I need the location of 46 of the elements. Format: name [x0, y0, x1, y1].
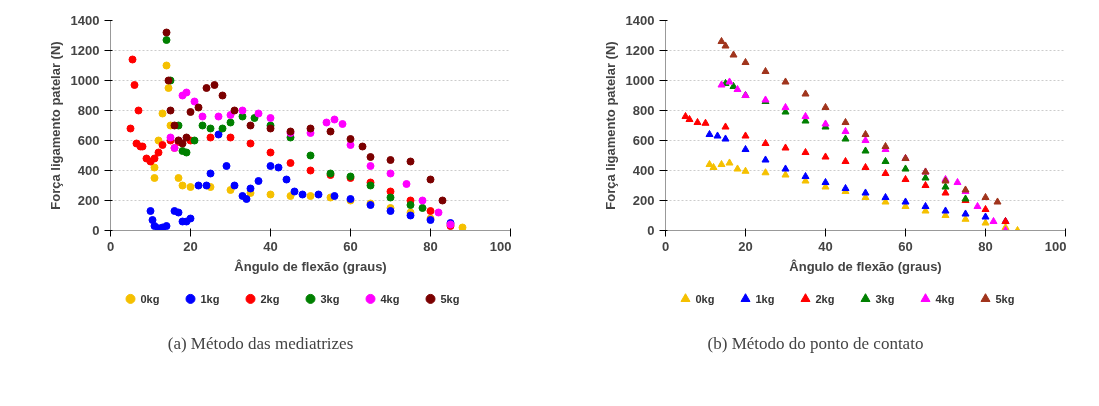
- legend-label: 2kg: [260, 292, 280, 305]
- y-tick-label: 0: [92, 223, 100, 238]
- legend-label: 3kg: [320, 292, 340, 305]
- x-tick-label: 0: [661, 238, 670, 254]
- x-tick-label: 100: [1044, 238, 1067, 254]
- legend-label: 5kg: [995, 292, 1015, 305]
- legend-label: 5kg: [440, 292, 460, 305]
- y-tick-label: 1400: [70, 13, 100, 28]
- x-tick-label: 20: [738, 238, 753, 254]
- legend-label: 4kg: [935, 292, 955, 305]
- legend-label: 1kg: [200, 292, 220, 305]
- legend-label: 0kg: [140, 292, 160, 305]
- legend-label: 4kg: [380, 292, 400, 305]
- y-tick-label: 1200: [70, 43, 100, 58]
- text: (b) Método do ponto de contato: [707, 333, 924, 353]
- text: (a) Método das mediatrizes: [167, 333, 354, 353]
- y-axis-title: Força ligamento patelar (N): [47, 41, 63, 210]
- legend-label: 0kg: [695, 292, 715, 305]
- y-tick-label: 1200: [625, 43, 655, 58]
- x-axis-title: Ângulo de flexão (graus): [789, 258, 942, 274]
- legend-label: 3kg: [875, 292, 895, 305]
- y-tick-label: 1000: [70, 73, 100, 88]
- x-tick-label: 80: [423, 238, 438, 254]
- legend-label: 1kg: [755, 292, 775, 305]
- x-tick-label: 60: [343, 238, 358, 254]
- x-tick-label: 20: [183, 238, 198, 254]
- x-tick-label: 40: [263, 238, 278, 254]
- y-tick-label: 0: [647, 223, 655, 238]
- x-axis-title: Ângulo de flexão (graus): [234, 258, 387, 274]
- y-tick-label: 400: [632, 163, 655, 178]
- y-tick-label: 800: [632, 103, 655, 118]
- legend-label: 2kg: [815, 292, 835, 305]
- y-tick-label: 200: [77, 193, 100, 208]
- y-tick-label: 600: [632, 133, 655, 148]
- y-tick-label: 1400: [625, 13, 655, 28]
- x-tick-label: 60: [898, 238, 913, 254]
- x-tick-label: 0: [106, 238, 115, 254]
- x-tick-label: 100: [489, 238, 512, 254]
- x-tick-label: 80: [978, 238, 993, 254]
- y-tick-label: 1000: [625, 73, 655, 88]
- y-axis-title: Força ligamento patelar (N): [602, 41, 618, 210]
- y-tick-label: 800: [77, 103, 100, 118]
- y-tick-label: 200: [632, 193, 655, 208]
- y-tick-label: 400: [77, 163, 100, 178]
- x-tick-label: 40: [818, 238, 833, 254]
- y-tick-label: 600: [77, 133, 100, 148]
